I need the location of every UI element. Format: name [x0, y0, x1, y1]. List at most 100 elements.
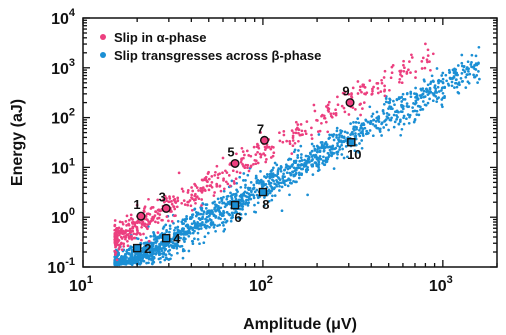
data-point [331, 135, 335, 138]
data-point [154, 220, 157, 224]
data-point [183, 230, 186, 233]
data-point [415, 113, 419, 116]
data-point [239, 216, 243, 220]
data-point [242, 156, 245, 160]
data-point [259, 131, 262, 134]
data-point [163, 194, 167, 198]
data-point [441, 105, 444, 109]
data-point [297, 149, 300, 152]
data-point [256, 150, 259, 154]
data-point [130, 259, 134, 263]
data-point [270, 186, 274, 190]
data-point [138, 232, 141, 235]
data-point [456, 73, 459, 77]
data-point [342, 139, 346, 143]
data-point [390, 65, 394, 69]
data-point [199, 207, 203, 211]
data-point [143, 242, 146, 245]
annotation-label-4: 4 [173, 231, 181, 246]
data-point [135, 257, 139, 261]
data-point [342, 156, 346, 160]
data-point [238, 207, 242, 211]
data-point [284, 179, 288, 183]
data-point [464, 75, 468, 79]
data-point [361, 107, 364, 110]
data-point [338, 148, 341, 151]
data-point [234, 194, 238, 197]
data-point [335, 156, 339, 160]
data-point [331, 146, 334, 149]
data-point [231, 169, 235, 173]
data-point [194, 223, 198, 226]
data-point [232, 180, 236, 183]
data-point [138, 256, 142, 260]
data-point [211, 210, 214, 214]
data-point [185, 217, 188, 220]
data-point [153, 234, 157, 238]
data-point [372, 85, 375, 89]
data-point [306, 193, 309, 197]
data-point [358, 88, 362, 92]
data-point [245, 198, 248, 202]
data-point [244, 201, 248, 204]
data-point [206, 219, 210, 223]
annotation-marker-6 [230, 200, 240, 210]
data-point [205, 215, 209, 219]
data-point [202, 178, 206, 182]
data-point [113, 223, 117, 227]
data-point [330, 115, 334, 119]
data-point [148, 222, 151, 226]
data-point [280, 185, 284, 189]
data-point [382, 112, 386, 115]
data-point [241, 207, 244, 211]
data-point [392, 113, 396, 117]
data-point [389, 118, 393, 122]
data-point [133, 236, 137, 240]
data-point [278, 189, 281, 192]
data-point [194, 192, 197, 196]
data-point [220, 198, 224, 201]
data-point [441, 91, 445, 95]
data-point [247, 187, 250, 191]
data-point [140, 225, 143, 229]
data-point [473, 75, 477, 79]
data-point [459, 77, 463, 80]
data-point [358, 142, 361, 145]
data-point [250, 189, 253, 193]
data-point [433, 84, 437, 87]
data-point [259, 178, 263, 182]
data-point [443, 85, 447, 89]
data-point [222, 187, 226, 191]
data-point [317, 166, 320, 169]
data-point [203, 235, 207, 239]
data-point [150, 251, 154, 255]
legend-marker-alpha [100, 34, 106, 40]
data-point [278, 131, 281, 135]
data-point [141, 220, 145, 224]
data-point [272, 166, 275, 170]
data-point [125, 224, 128, 227]
data-point [126, 239, 129, 243]
y-tick-label: 103 [51, 57, 75, 78]
data-point [296, 123, 300, 126]
data-point [119, 259, 123, 262]
data-point [456, 64, 460, 67]
data-point [201, 215, 205, 219]
data-point [184, 219, 187, 223]
data-point [362, 101, 366, 104]
data-point [163, 200, 166, 204]
data-point [358, 103, 362, 106]
data-point [375, 116, 379, 120]
data-point [303, 158, 306, 162]
data-point [312, 103, 316, 107]
data-point [113, 228, 117, 232]
data-point [172, 205, 176, 209]
data-point [291, 139, 295, 142]
data-point [182, 236, 186, 240]
data-point [257, 146, 261, 150]
data-point [475, 63, 479, 67]
data-point [208, 225, 211, 229]
data-point [400, 95, 404, 99]
data-point [224, 202, 228, 206]
data-point [417, 113, 421, 117]
